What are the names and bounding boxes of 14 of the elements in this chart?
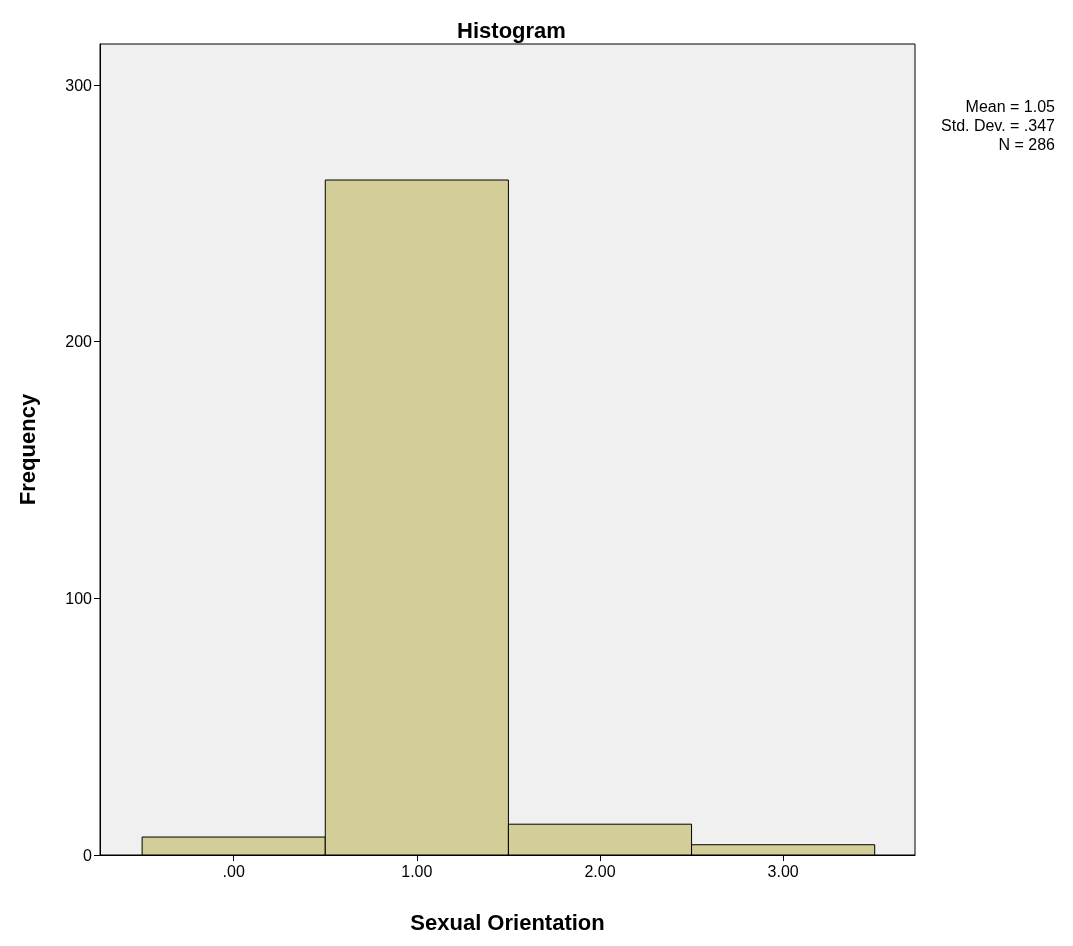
x-tick-label: 3.00: [767, 862, 799, 880]
y-tick-label: 0: [83, 846, 93, 864]
y-tick-label: 200: [65, 333, 93, 351]
text: Std. Dev. = .347: [941, 116, 1056, 134]
text: N = 286: [998, 135, 1056, 153]
chart-title: Histogram: [457, 17, 566, 43]
y-tick-label: 300: [65, 76, 93, 94]
y-tick-label: 100: [65, 589, 93, 607]
text: Mean = 1.05: [965, 97, 1056, 115]
x-tick-label: 2.00: [584, 862, 616, 880]
x-tick-label: .00: [222, 862, 245, 880]
x-axis-title: Sexual Orientation: [410, 909, 605, 935]
x-tick-label: 1.00: [401, 862, 433, 880]
y-axis-title: Frequency: [14, 393, 40, 506]
